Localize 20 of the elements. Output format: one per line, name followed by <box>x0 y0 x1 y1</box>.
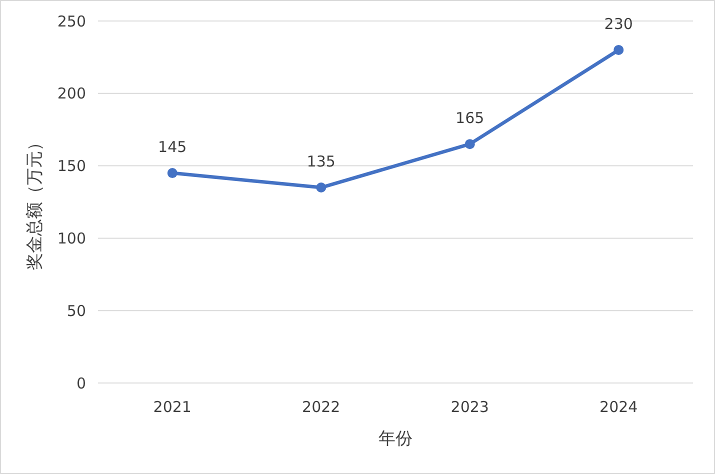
x-tick-label: 2022 <box>302 398 340 416</box>
y-axis-title: 奖金总额（万元） <box>25 134 45 270</box>
y-tick-label: 250 <box>57 12 86 30</box>
x-tick-label: 2021 <box>153 398 192 416</box>
point <box>316 182 326 193</box>
y-tick-label: 150 <box>57 157 86 176</box>
y-tick-label: 200 <box>57 84 86 103</box>
data-label: 145 <box>158 138 187 156</box>
y-tick-label: 100 <box>57 229 86 248</box>
point <box>614 44 624 55</box>
data-label: 135 <box>306 152 336 171</box>
x-axis-title: 年份 <box>378 429 412 449</box>
data-label: 165 <box>456 109 484 128</box>
x-tick-label: 2024 <box>600 398 638 416</box>
x-tick-label: 2023 <box>450 398 489 416</box>
y-tick-label: 0 <box>76 374 86 392</box>
data-label: 230 <box>604 14 633 33</box>
y-tick-label: 50 <box>66 302 86 320</box>
point <box>464 139 475 150</box>
point <box>167 168 178 178</box>
